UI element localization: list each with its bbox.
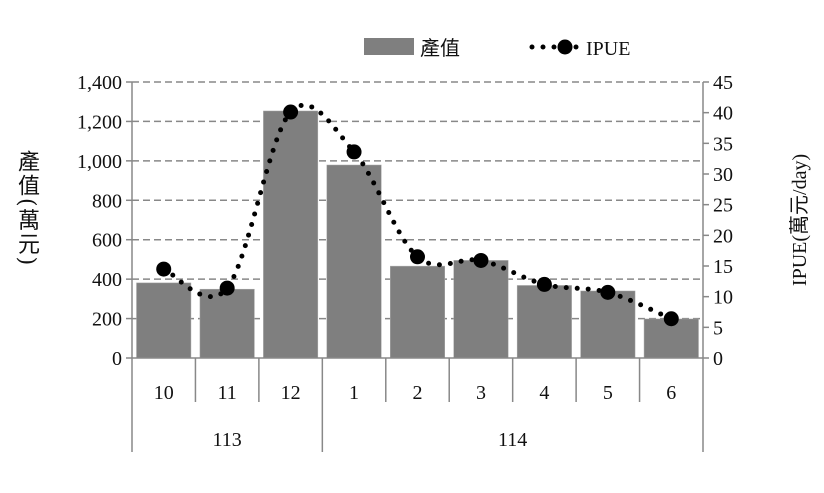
legend-swatch-bar — [364, 38, 414, 55]
category-label: 4 — [539, 382, 549, 404]
ipue-marker — [663, 311, 679, 327]
y-tick-label: 1,400 — [77, 72, 122, 94]
legend-dot — [573, 44, 579, 50]
y-tick-label: 1,200 — [77, 111, 122, 133]
category-label: 1 — [349, 382, 359, 404]
ipue-marker — [346, 144, 362, 160]
y2-tick-label: 35 — [713, 133, 733, 155]
bar — [516, 285, 572, 359]
y-tick-label: 600 — [92, 230, 122, 252]
category-label: 11 — [218, 382, 237, 404]
bar — [136, 282, 192, 359]
legend-dot — [551, 44, 557, 50]
bar — [580, 290, 636, 359]
group-label: 113 — [213, 429, 242, 451]
y2-tick-label: 0 — [713, 348, 723, 370]
category-label: 12 — [281, 382, 301, 404]
y2-tick-label: 45 — [713, 72, 733, 94]
bar — [263, 110, 319, 359]
y2-tick-label: 20 — [713, 225, 733, 247]
ipue-marker — [219, 280, 235, 296]
y-tick-label: 400 — [92, 269, 122, 291]
legend: 產值 IPUE — [364, 37, 630, 60]
ipue-marker — [600, 284, 616, 300]
y2-tick-label: 5 — [713, 317, 723, 339]
ipue-marker — [410, 249, 425, 265]
bar — [390, 265, 445, 359]
legend-dot — [540, 44, 546, 50]
legend-label-line: IPUE — [586, 38, 630, 60]
category-label: 10 — [154, 382, 174, 404]
category-label: 6 — [666, 382, 676, 404]
y2-tick-label: 30 — [713, 164, 733, 186]
group-label: 114 — [498, 429, 527, 451]
y-axis-title: 產值(萬元) — [14, 150, 39, 268]
bar — [453, 260, 509, 359]
legend-dot — [529, 44, 535, 50]
y-tick-label: 800 — [92, 190, 122, 212]
y2-tick-label: 40 — [713, 103, 733, 125]
ipue-marker — [536, 276, 552, 292]
y2-axis-title: IPUE(萬元/day) — [788, 154, 811, 286]
category-label: 5 — [603, 382, 613, 404]
ipue-marker — [156, 261, 172, 277]
y-tick-label: 0 — [112, 348, 122, 370]
ipue-line — [161, 102, 674, 322]
y2-tick-label: 25 — [713, 195, 733, 217]
y-tick-label: 200 — [92, 309, 122, 331]
y2-tick-label: 10 — [713, 287, 733, 309]
legend-marker — [557, 39, 573, 55]
category-label: 2 — [413, 382, 423, 404]
bar — [199, 288, 255, 359]
bar — [326, 164, 382, 359]
ipue-marker — [283, 104, 299, 120]
category-label: 3 — [476, 382, 486, 404]
y-tick-label: 1,000 — [77, 151, 122, 173]
legend-label-bar: 產值 — [420, 37, 460, 60]
legend-swatch-line — [529, 39, 579, 55]
y2-tick-label: 15 — [713, 256, 733, 278]
ipue-marker — [473, 252, 489, 268]
